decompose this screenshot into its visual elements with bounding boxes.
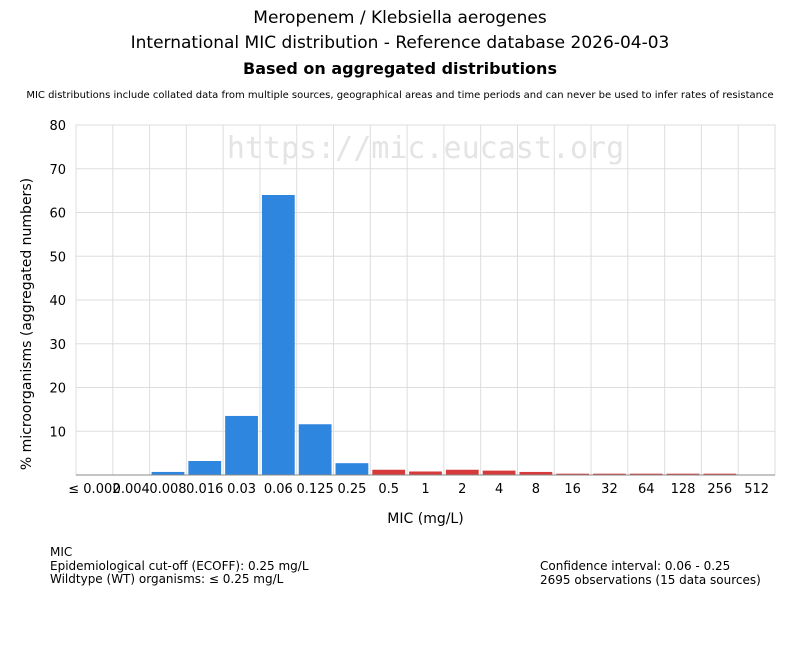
- confidence-text: Confidence interval: 0.06 - 0.25: [540, 559, 731, 573]
- chart-title-line2: International MIC distribution - Referen…: [130, 33, 670, 53]
- x-tick-label: 32: [601, 482, 618, 497]
- bar-32: [593, 473, 626, 475]
- x-tick-label: 0.03: [227, 482, 256, 497]
- x-tick-label: 1: [421, 482, 429, 497]
- mic-label: MIC: [50, 545, 73, 559]
- info-left: MIC Epidemiological cut-off (ECOFF): 0.2…: [50, 545, 309, 587]
- x-tick-label: 0.004: [113, 482, 150, 497]
- chart-title-line3: Based on aggregated distributions: [243, 59, 557, 78]
- bar-0.008: [151, 471, 185, 475]
- ecoff-text: Epidemiological cut-off (ECOFF): 0.25 mg…: [50, 558, 309, 573]
- y-tick-label: 70: [49, 163, 66, 178]
- observations-text: 2695 observations (15 data sources): [540, 572, 761, 587]
- bar-0.125: [298, 424, 332, 475]
- y-tick-label: 10: [49, 425, 66, 440]
- x-tick-label: 128: [671, 482, 696, 497]
- wildtype-text: Wildtype (WT) organisms: ≤ 0.25 mg/L: [50, 572, 284, 586]
- y-tick-label: 60: [49, 207, 66, 222]
- bar-256: [703, 473, 737, 475]
- bar-1: [409, 471, 442, 475]
- x-tick-label: ≤ 0.002: [68, 482, 120, 497]
- bar-64: [629, 473, 663, 475]
- x-tick-label: 0.016: [186, 482, 223, 497]
- y-tick-label: 20: [49, 382, 66, 397]
- disclaimer-note: MIC distributions include collated data …: [26, 90, 774, 101]
- bar-2: [445, 469, 479, 475]
- bar-0.03: [225, 415, 258, 475]
- bar-128: [666, 473, 700, 475]
- chart-title-line1: Meropenem / Klebsiella aerogenes: [253, 8, 547, 28]
- bar-0.5: [372, 469, 406, 475]
- x-tick-label: 4: [495, 482, 503, 497]
- bar-4: [482, 470, 516, 475]
- info-right: Confidence interval: 0.06 - 0.25 2695 ob…: [540, 559, 761, 587]
- x-tick-label: 0.5: [378, 482, 399, 497]
- y-tick-label: 30: [49, 338, 66, 353]
- x-tick-label: 256: [707, 482, 732, 497]
- x-tick-label: 0.25: [337, 482, 366, 497]
- x-tick-label: 16: [564, 482, 581, 497]
- x-axis-title: MIC (mg/L): [387, 511, 463, 527]
- bar-16: [556, 473, 590, 475]
- bar-0.06: [261, 195, 295, 475]
- x-tick-label: 0.125: [297, 482, 334, 497]
- bar-0.25: [335, 463, 369, 475]
- y-tick-label: 80: [49, 119, 66, 134]
- x-tick-label: 64: [638, 482, 655, 497]
- x-tick-label: 0.008: [149, 482, 186, 497]
- x-tick-label: 8: [532, 482, 540, 497]
- y-tick-label: 50: [49, 250, 66, 265]
- x-tick-label: 2: [458, 482, 466, 497]
- bar-0.016: [188, 461, 222, 475]
- y-tick-label: 40: [49, 294, 66, 309]
- watermark: https://mic.eucast.org: [227, 131, 624, 166]
- bar-8: [519, 471, 553, 475]
- x-tick-label: 0.06: [264, 482, 293, 497]
- y-axis-title: % microorganisms (aggregated numbers): [19, 178, 35, 470]
- x-tick-label: 512: [744, 482, 769, 497]
